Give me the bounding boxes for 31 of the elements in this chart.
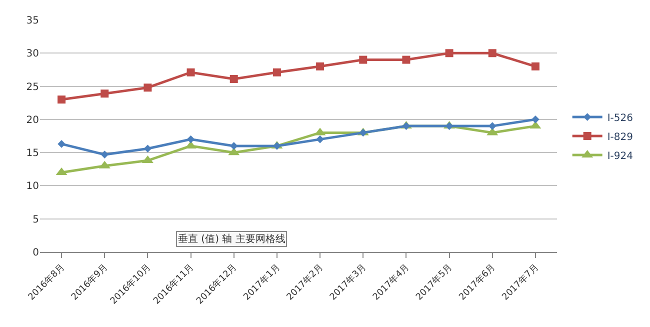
point — [402, 56, 410, 64]
point — [532, 116, 540, 124]
legend-label: I-829 — [607, 132, 633, 143]
legend-label: I-924 — [607, 150, 633, 162]
y-tick-label: 20 — [26, 114, 39, 126]
y-tick-label: 10 — [26, 181, 39, 192]
point — [316, 135, 324, 144]
point — [144, 144, 152, 152]
point — [100, 150, 109, 158]
y-tick-label: 25 — [26, 82, 39, 93]
y-tick-label: 5 — [32, 214, 39, 226]
point — [531, 62, 540, 70]
point — [100, 90, 109, 98]
point — [445, 49, 454, 58]
y-tick-label: 35 — [26, 16, 39, 26]
point — [144, 84, 152, 92]
point — [359, 56, 368, 64]
point — [230, 142, 238, 150]
point — [488, 49, 496, 58]
point — [186, 135, 195, 144]
point — [272, 68, 281, 76]
point — [186, 68, 195, 76]
legend-label: I-526 — [607, 112, 633, 124]
point — [230, 74, 238, 83]
point — [316, 62, 324, 70]
point — [58, 140, 66, 148]
point — [58, 96, 66, 104]
y-tick-label: 15 — [26, 148, 39, 160]
y-tick-label: 30 — [26, 48, 39, 60]
y-tick-label: 0 — [32, 248, 39, 258]
annotation: 垂直 (值) 轴 主要网格线 — [178, 233, 286, 245]
